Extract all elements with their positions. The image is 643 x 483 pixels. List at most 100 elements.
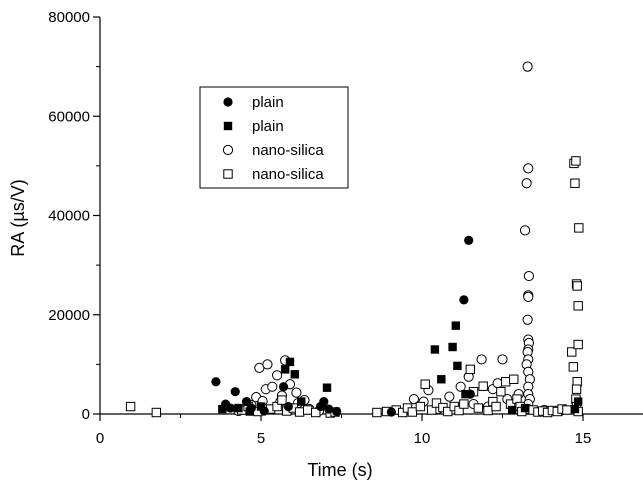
data-point-filled-square bbox=[322, 383, 332, 392]
y-tick-label: 20000 bbox=[48, 307, 90, 324]
legend-marker-open-circle bbox=[222, 144, 234, 156]
data-point-filled-square bbox=[507, 405, 517, 415]
data-point-open-square bbox=[443, 406, 453, 417]
series-open-square bbox=[125, 156, 584, 418]
data-point-open-circle bbox=[267, 381, 278, 392]
data-point-open-square bbox=[572, 281, 582, 291]
data-point-open-square bbox=[151, 407, 162, 418]
data-point-filled-circle bbox=[332, 406, 342, 417]
y-tick-label: 60000 bbox=[48, 108, 90, 125]
legend-label: plain bbox=[252, 118, 284, 135]
data-point-filled-square bbox=[430, 345, 440, 354]
x-tick-label: 5 bbox=[257, 430, 265, 447]
data-point-open-square bbox=[454, 405, 464, 416]
data-point-filled-square bbox=[280, 365, 290, 374]
data-point-filled-square bbox=[461, 389, 470, 399]
axes: 0 5 10 15 0 20000 40000 60000 80000 bbox=[48, 9, 643, 447]
y-tick-label: 40000 bbox=[48, 208, 90, 225]
data-point-open-circle bbox=[272, 370, 283, 381]
data-point-open-circle bbox=[522, 314, 533, 325]
data-point-open-square bbox=[302, 405, 313, 415]
data-point-filled-circle bbox=[386, 407, 397, 417]
data-point-filled-square bbox=[451, 321, 461, 330]
data-point-filled-square bbox=[256, 402, 266, 411]
series-filled-square bbox=[218, 321, 583, 416]
data-point-open-circle bbox=[262, 359, 273, 370]
data-point-open-square bbox=[311, 407, 321, 418]
data-point-filled-square bbox=[290, 370, 300, 379]
data-point-filled-square bbox=[570, 404, 580, 414]
data-point-open-square bbox=[426, 405, 437, 415]
data-point-open-circle bbox=[519, 225, 531, 236]
data-point-open-square bbox=[372, 407, 382, 418]
y-axis-title: RA (µs/V) bbox=[8, 179, 28, 256]
data-point-open-square bbox=[272, 401, 282, 412]
data-point-open-square bbox=[574, 223, 584, 233]
data-point-open-circle bbox=[521, 178, 532, 189]
data-point-open-square bbox=[125, 401, 136, 412]
data-point-filled-circle bbox=[278, 382, 289, 392]
data-point-filled-circle bbox=[283, 401, 293, 412]
data-point-open-circle bbox=[522, 61, 533, 72]
data-point-filled-circle bbox=[319, 396, 329, 407]
data-point-open-square bbox=[567, 347, 577, 357]
data-point-filled-circle bbox=[459, 295, 469, 305]
data-point-filled-square bbox=[297, 397, 306, 406]
data-point-open-circle bbox=[523, 163, 534, 174]
data-point-open-circle bbox=[523, 270, 535, 282]
data-point-open-square bbox=[465, 364, 476, 375]
data-point-open-square bbox=[568, 362, 579, 372]
data-point-filled-square bbox=[285, 357, 295, 367]
data-point-filled-square bbox=[520, 403, 530, 413]
x-tick-label: 0 bbox=[96, 430, 104, 447]
data-point-open-square bbox=[573, 301, 583, 311]
data-point-open-square bbox=[473, 403, 484, 413]
data-point-open-square bbox=[501, 377, 511, 387]
data-point-open-square bbox=[491, 401, 501, 412]
data-point-open-circle bbox=[444, 391, 455, 402]
legend-marker-filled-square bbox=[223, 121, 233, 131]
data-point-open-square bbox=[415, 401, 426, 412]
legend-marker-filled-circle bbox=[223, 97, 233, 107]
x-axis-title: Time (s) bbox=[307, 460, 372, 480]
data-point-open-circle bbox=[455, 381, 466, 392]
data-point-open-circle bbox=[523, 291, 534, 302]
x-tick-label: 15 bbox=[575, 430, 592, 447]
legend-label: nano-silica bbox=[252, 142, 324, 159]
data-point-filled-circle bbox=[464, 235, 474, 245]
data-point-open-square bbox=[483, 405, 493, 416]
x-ticks: 0 5 10 15 bbox=[96, 414, 592, 447]
data-point-open-square bbox=[478, 381, 488, 391]
data-point-filled-square bbox=[218, 404, 227, 414]
data-point-filled-square bbox=[448, 342, 457, 352]
data-point-filled-circle bbox=[211, 377, 221, 387]
series-filled-circle bbox=[211, 235, 475, 417]
data-points bbox=[125, 61, 584, 418]
data-point-open-circle bbox=[497, 354, 508, 365]
data-point-filled-circle bbox=[225, 403, 236, 413]
data-point-open-square bbox=[459, 399, 469, 409]
data-point-filled-circle bbox=[246, 403, 256, 413]
data-point-open-square bbox=[573, 339, 583, 350]
data-point-filled-circle bbox=[241, 396, 252, 407]
data-point-open-circle bbox=[291, 387, 302, 398]
data-point-open-square bbox=[294, 407, 305, 417]
data-point-filled-circle bbox=[230, 387, 240, 397]
data-point-filled-circle bbox=[259, 406, 269, 416]
legend-label: nano-silica bbox=[252, 166, 324, 183]
legend-label: plain bbox=[252, 94, 284, 111]
data-point-open-square bbox=[407, 407, 418, 417]
data-point-filled-circle bbox=[465, 389, 475, 399]
data-point-open-square bbox=[496, 386, 506, 397]
data-point-open-square bbox=[277, 395, 287, 405]
data-point-filled-square bbox=[234, 403, 243, 413]
data-point-open-square bbox=[509, 374, 519, 384]
data-point-filled-square bbox=[453, 361, 462, 371]
data-point-filled-square bbox=[573, 397, 583, 406]
data-point-open-square bbox=[571, 156, 581, 166]
data-point-filled-square bbox=[437, 375, 446, 384]
data-point-filled-circle bbox=[324, 404, 334, 414]
legend-marker-open-square bbox=[223, 169, 233, 179]
x-tick-label: 10 bbox=[414, 430, 431, 447]
y-ticks: 0 20000 40000 60000 80000 bbox=[48, 9, 100, 423]
